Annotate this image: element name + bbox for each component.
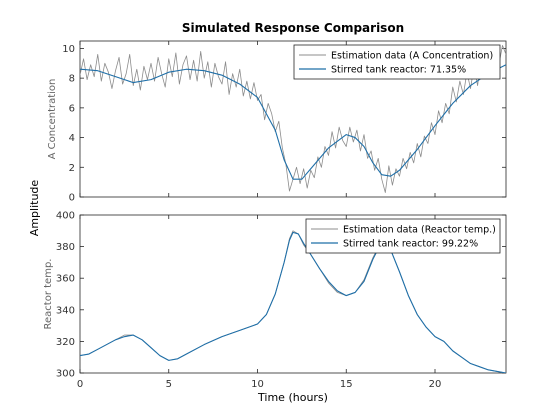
legend-box [305,218,501,254]
x-tick-label: 20 [429,379,442,390]
y-axis-label: Reactor temp. [43,259,54,330]
legend-entry: Stirred tank reactor: 71.35% [331,65,466,76]
series-line-model [80,231,506,373]
y-tick-label: 380 [56,242,75,253]
legend-box [293,44,501,80]
legend-entry: Stirred tank reactor: 99.22% [343,239,478,250]
x-tick-label: 15 [340,379,353,390]
y-tick-label: 300 [56,369,75,380]
y-tick-label: 4 [69,133,75,144]
x-tick-label: 10 [251,379,264,390]
y-tick-label: 10 [62,44,75,55]
y-tick-label: 340 [56,305,75,316]
legend: Estimation data (A Concentration) Stirred… [293,44,501,80]
figure-title: Simulated Response Comparison [182,21,404,35]
y-tick-label: 2 [69,163,75,174]
axes-1: 0 2 4 6 8 10 A Concentration Estimation data (A… [47,40,507,204]
y-tick-label: 360 [56,274,75,285]
y-axis-label: A Concentration [47,79,58,160]
legend: Estimation data (Reactor temp.) Stirred t… [305,218,501,254]
series-line-model [80,64,506,180]
legend-entry: Estimation data (Reactor temp.) [343,225,496,236]
y-tick-label: 320 [56,337,75,348]
y-tick-label: 0 [69,193,75,204]
x-tick-label: 0 [77,379,83,390]
y-tick-label: 8 [69,74,75,85]
y-tick-label: 6 [69,103,75,114]
axes-2: 0 5 10 15 20 300 320 340 360 380 400 Reactor temp. E… [43,211,507,390]
x-tick-label: 5 [166,379,172,390]
x-axis-label: Time (hours) [257,391,328,404]
y-tick-label: 400 [56,211,75,222]
legend-entry: Estimation data (A Concentration) [331,51,493,62]
shared-y-label: Amplitude [28,180,41,237]
